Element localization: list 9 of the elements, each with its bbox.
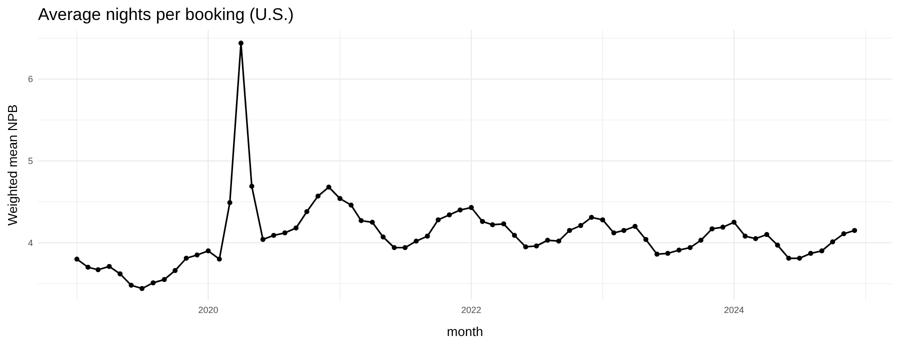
chart-title: Average nights per booking (U.S.)	[38, 5, 294, 24]
x-tick-label: 2020	[198, 305, 218, 315]
x-axis-title: month	[446, 324, 484, 339]
x-tick-label: 2022	[461, 305, 482, 315]
y-axis-title: Weighted mean NPB	[5, 104, 20, 226]
x-tick-label: 2024	[724, 305, 744, 315]
y-tick-label: 6	[28, 74, 33, 84]
y-tick-label: 5	[28, 156, 33, 166]
y-tick-label: 4	[28, 238, 33, 248]
